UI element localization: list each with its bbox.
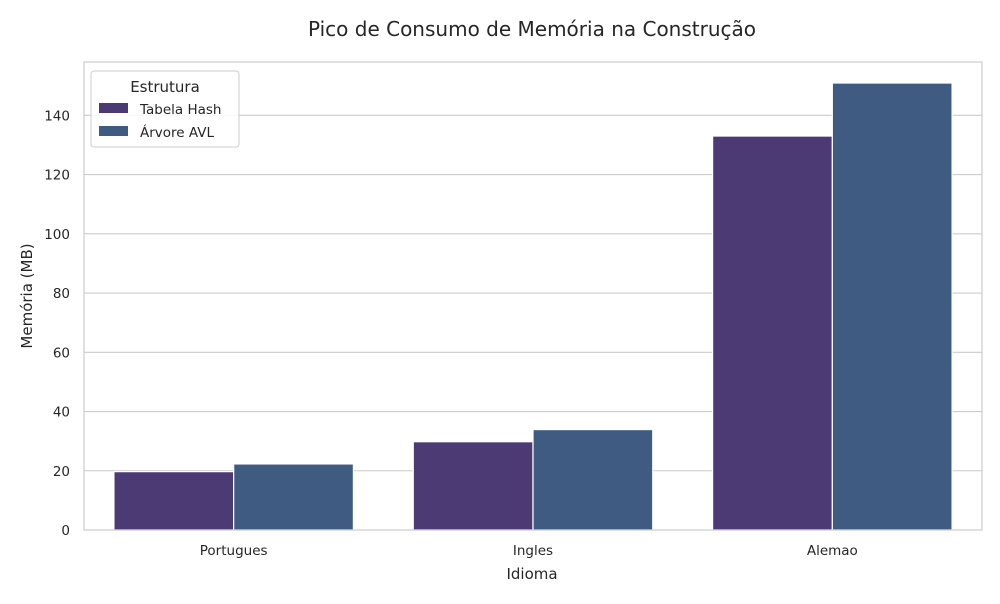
x-tick-label-portugues: Portugues bbox=[200, 543, 268, 559]
y-tick-label-120: 120 bbox=[44, 168, 70, 184]
y-tick-label-80: 80 bbox=[53, 286, 70, 302]
y-tick-label-0: 0 bbox=[61, 523, 70, 539]
bar-arvore-avl-portugues bbox=[233, 463, 355, 531]
x-tick-label-ingles: Ingles bbox=[513, 543, 553, 559]
legend-label-tabela-hash: Tabela Hash bbox=[139, 102, 222, 118]
bar-tabela-hash-ingles bbox=[412, 441, 534, 531]
y-tick-label-140: 140 bbox=[44, 108, 70, 124]
x-tick-label-alemao: Alemao bbox=[807, 543, 858, 559]
legend-label-arvore-avl: Árvore AVL bbox=[140, 124, 214, 141]
legend-swatch-tabela-hash bbox=[99, 103, 128, 113]
y-tick-label-60: 60 bbox=[53, 345, 70, 361]
ticks: 0 20 40 60 80 100 120 140 Portugues Ingles Alemao bbox=[44, 108, 858, 559]
legend-title: Estrutura bbox=[130, 78, 200, 96]
bars bbox=[113, 82, 953, 531]
bar-arvore-avl-alemao bbox=[831, 82, 953, 531]
bar-arvore-avl-ingles bbox=[532, 428, 654, 531]
bar-tabela-hash-alemao bbox=[711, 135, 833, 531]
chart-title: Pico de Consumo de Memória na Construção bbox=[308, 17, 756, 41]
legend-swatch-arvore-avl bbox=[99, 126, 128, 136]
legend: Estrutura Tabela Hash Árvore AVL bbox=[90, 70, 240, 148]
x-axis-label: Idioma bbox=[506, 565, 557, 583]
plot-frame bbox=[83, 61, 983, 531]
y-axis-label: Memória (MB) bbox=[18, 243, 36, 348]
bar-tabela-hash-portugues bbox=[113, 471, 235, 531]
y-tick-label-100: 100 bbox=[44, 227, 70, 243]
y-tick-label-40: 40 bbox=[53, 405, 70, 421]
y-tick-label-20: 20 bbox=[53, 464, 70, 480]
